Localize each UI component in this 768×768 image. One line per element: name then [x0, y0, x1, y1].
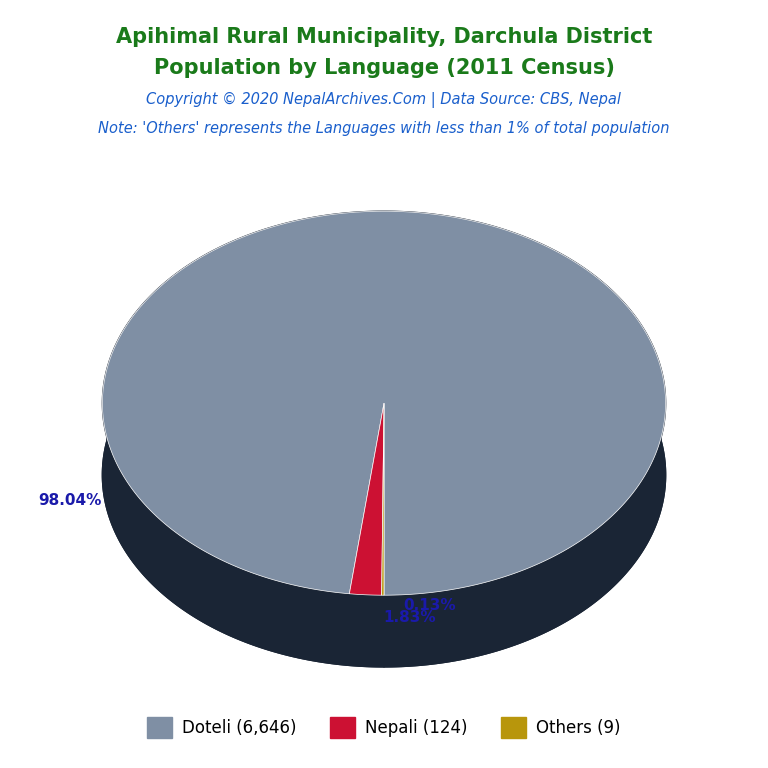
Text: Copyright © 2020 NepalArchives.Com | Data Source: CBS, Nepal: Copyright © 2020 NepalArchives.Com | Dat…	[147, 92, 621, 108]
Text: Apihimal Rural Municipality, Darchula District: Apihimal Rural Municipality, Darchula Di…	[116, 27, 652, 47]
Legend: Doteli (6,646), Nepali (124), Others (9): Doteli (6,646), Nepali (124), Others (9)	[141, 710, 627, 744]
Polygon shape	[382, 403, 384, 595]
Polygon shape	[102, 211, 666, 667]
Polygon shape	[102, 283, 666, 667]
Text: 98.04%: 98.04%	[38, 493, 102, 508]
Text: Note: 'Others' represents the Languages with less than 1% of total population: Note: 'Others' represents the Languages …	[98, 121, 670, 137]
Text: 0.13%: 0.13%	[403, 598, 455, 613]
Polygon shape	[349, 403, 384, 595]
Text: Population by Language (2011 Census): Population by Language (2011 Census)	[154, 58, 614, 78]
Text: 1.83%: 1.83%	[384, 611, 436, 625]
Polygon shape	[102, 211, 666, 595]
